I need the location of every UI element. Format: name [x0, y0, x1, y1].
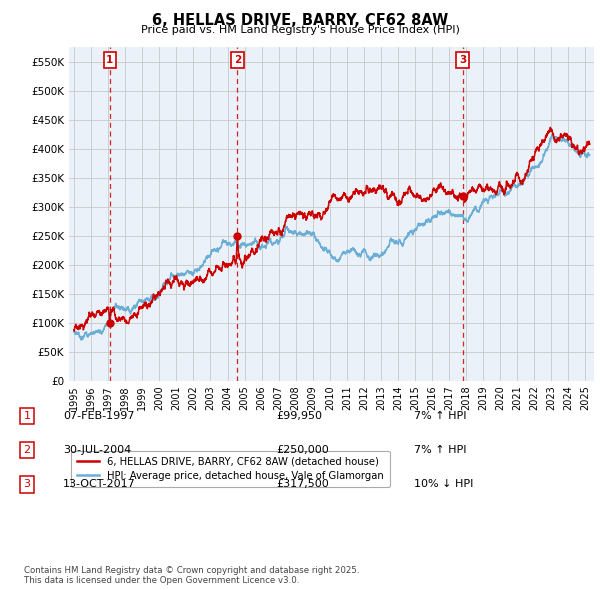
Text: Contains HM Land Registry data © Crown copyright and database right 2025.
This d: Contains HM Land Registry data © Crown c…: [24, 566, 359, 585]
Text: 3: 3: [23, 480, 31, 489]
Text: 7% ↑ HPI: 7% ↑ HPI: [414, 411, 467, 421]
Text: £99,950: £99,950: [276, 411, 322, 421]
Text: 2: 2: [234, 55, 241, 65]
Text: 3: 3: [459, 55, 466, 65]
Text: 2: 2: [23, 445, 31, 455]
Text: 1: 1: [106, 55, 113, 65]
Text: 13-OCT-2017: 13-OCT-2017: [63, 480, 136, 489]
Text: 30-JUL-2004: 30-JUL-2004: [63, 445, 131, 455]
Text: £250,000: £250,000: [276, 445, 329, 455]
Text: £317,500: £317,500: [276, 480, 329, 489]
Text: 6, HELLAS DRIVE, BARRY, CF62 8AW: 6, HELLAS DRIVE, BARRY, CF62 8AW: [152, 13, 448, 28]
Legend: 6, HELLAS DRIVE, BARRY, CF62 8AW (detached house), HPI: Average price, detached : 6, HELLAS DRIVE, BARRY, CF62 8AW (detach…: [71, 451, 390, 487]
Text: 10% ↓ HPI: 10% ↓ HPI: [414, 480, 473, 489]
Text: 1: 1: [23, 411, 31, 421]
Text: Price paid vs. HM Land Registry's House Price Index (HPI): Price paid vs. HM Land Registry's House …: [140, 25, 460, 35]
Text: 07-FEB-1997: 07-FEB-1997: [63, 411, 134, 421]
Text: 7% ↑ HPI: 7% ↑ HPI: [414, 445, 467, 455]
